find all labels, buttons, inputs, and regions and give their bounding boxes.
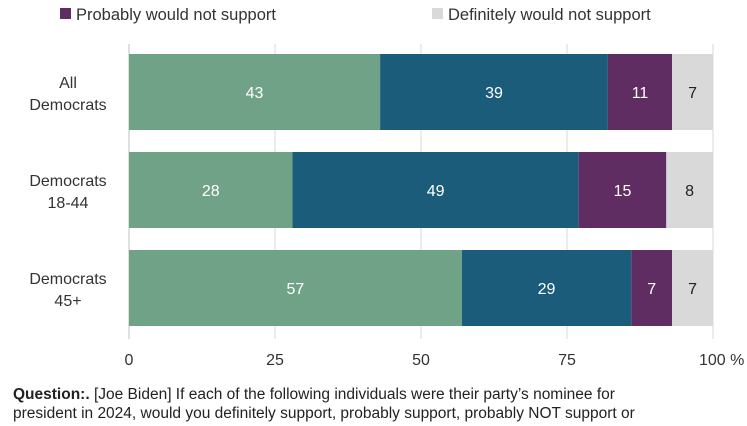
category-label: 45+ (54, 293, 81, 310)
bar-segment (672, 250, 713, 326)
question-text-line-2: president in 2024, would you definitely … (13, 405, 635, 422)
category-label: All (59, 75, 77, 92)
x-tick-label: 50 (412, 352, 430, 369)
bar-segment (631, 250, 673, 326)
data-label: 43 (246, 85, 264, 102)
data-label: 39 (485, 85, 503, 102)
data-label: 57 (287, 281, 305, 298)
bar-segment (607, 54, 673, 130)
data-label: 7 (688, 281, 697, 298)
x-tick-label: 100 % (699, 352, 744, 369)
category-label: Democrats (29, 97, 106, 114)
data-label: 15 (614, 183, 632, 200)
data-label: 49 (427, 183, 445, 200)
bar-segment (129, 54, 381, 130)
bar-segment (129, 250, 462, 326)
data-label: 7 (688, 85, 697, 102)
bar-segment (292, 152, 579, 228)
legend-label: Definitely would not support (448, 6, 651, 24)
legend-label: Probably would not support (76, 6, 276, 24)
legend-swatch (60, 8, 71, 19)
question-line-1: Question:. [Joe Biden] If each of the fo… (13, 385, 743, 404)
x-tick-label: 0 (125, 352, 134, 369)
bar-segment (129, 152, 293, 228)
bar-segment (461, 250, 632, 326)
data-label: 28 (202, 183, 220, 200)
question-label: Question:. (13, 386, 90, 403)
x-tick-label: 25 (266, 352, 284, 369)
stacked-bar-chart: 0 25 50 75 100 % 43 39 11 7 All Democrats 28 49 15 8 De… (29, 6, 744, 369)
bar-segment (380, 54, 608, 130)
category-label: Democrats (29, 271, 106, 288)
bar-segment (578, 152, 667, 228)
question-text-line-1: [Joe Biden] If each of the following ind… (89, 386, 615, 403)
data-label: 29 (538, 281, 556, 298)
question-text: Question:. [Joe Biden] If each of the fo… (13, 385, 743, 423)
data-label: 8 (685, 183, 694, 200)
category-label: Democrats (29, 173, 106, 190)
bar-segment (666, 152, 713, 228)
legend-swatch (432, 8, 443, 19)
x-tick-label: 75 (558, 352, 576, 369)
category-label: 18-44 (48, 195, 89, 212)
data-label: 7 (647, 281, 656, 298)
data-label: 11 (632, 85, 649, 102)
bar-segment (672, 54, 713, 130)
